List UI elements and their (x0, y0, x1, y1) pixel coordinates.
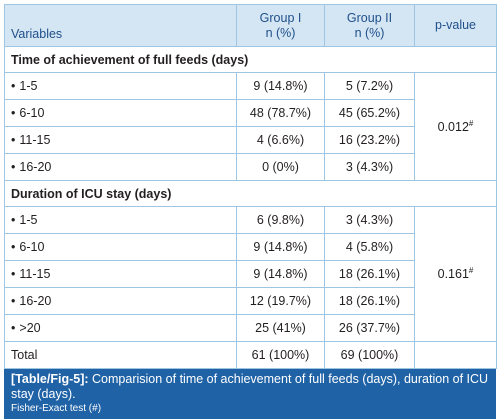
cell-group-1: 12 (19.7%) (236, 287, 325, 315)
row-label-text: 1-5 (19, 79, 38, 93)
bullet-icon: • (11, 213, 16, 227)
header-group-2-unit: n (%) (354, 25, 385, 40)
cell-group-2: 18 (26.1%) (324, 260, 415, 288)
p-value-mark: # (468, 266, 474, 276)
cell-group-2: 3 (4.3%) (324, 153, 415, 181)
p-value-mark: # (468, 118, 474, 128)
table-row: • 11-15 9 (14.8%) 18 (26.1%) (4, 260, 497, 288)
header-variables: Variables (4, 4, 237, 47)
bullet-icon: • (11, 79, 16, 93)
bullet-icon: • (11, 133, 16, 147)
total-group-2: 69 (100%) (324, 341, 415, 369)
header-group-1-name: Group I (259, 10, 302, 25)
cell-group-1: 9 (14.8%) (236, 233, 325, 261)
comparison-table: Variables Group I n (%) Group II n (%) p… (4, 4, 497, 369)
p-value-text: 0.012 (437, 120, 469, 135)
cell-group-1: 48 (78.7%) (236, 99, 325, 127)
table-row: • 1-5 9 (14.8%) 5 (7.2%) 0.012# (4, 72, 497, 181)
total-row: Total 61 (100%) 69 (100%) (4, 341, 497, 369)
table-row: • 6-10 48 (78.7%) 45 (65.2%) (4, 99, 497, 127)
row-label: • 16-20 (4, 153, 237, 181)
table-row: • 6-10 9 (14.8%) 4 (5.8%) (4, 233, 497, 261)
total-label: Total (4, 341, 237, 369)
cell-group-2: 16 (23.2%) (324, 126, 415, 154)
row-label: • 11-15 (4, 126, 237, 154)
table-figure: Variables Group I n (%) Group II n (%) p… (4, 4, 497, 419)
row-label-text: 16-20 (19, 160, 52, 174)
caption-label: [Table/Fig-5]: (11, 372, 89, 386)
cell-p-value: 0.161# (414, 206, 497, 342)
cell-group-1: 0 (0%) (236, 153, 325, 181)
caption-main: [Table/Fig-5]: Comparision of time of ac… (11, 372, 489, 402)
cell-group-1: 25 (41%) (236, 314, 325, 342)
cell-group-2: 4 (5.8%) (324, 233, 415, 261)
total-p-value-empty (414, 341, 497, 369)
caption-note: Fisher-Exact test (#) (11, 403, 102, 414)
cell-group-2: 3 (4.3%) (324, 206, 415, 234)
bullet-icon: • (11, 240, 16, 254)
caption-text: Comparision of time of achievement of fu… (11, 372, 489, 401)
cell-group-2: 5 (7.2%) (324, 72, 415, 100)
row-label: • 6-10 (4, 233, 237, 261)
row-label: • >20 (4, 314, 237, 342)
section-title: Duration of ICU stay (days) (4, 180, 497, 207)
row-label: • 11-15 (4, 260, 237, 288)
table-row: • 11-15 4 (6.6%) 16 (23.2%) (4, 126, 497, 154)
row-label: • 16-20 (4, 287, 237, 315)
row-label-text: 6-10 (19, 106, 45, 120)
table-row: • 1-5 6 (9.8%) 3 (4.3%) 0.161# (4, 206, 497, 342)
cell-group-1: 6 (9.8%) (236, 206, 325, 234)
bullet-icon: • (11, 106, 16, 120)
table-caption: [Table/Fig-5]: Comparision of time of ac… (4, 369, 496, 419)
row-label: • 1-5 (4, 206, 237, 234)
section-title: Time of achievement of full feeds (days) (4, 46, 497, 73)
row-label-text: >20 (19, 321, 41, 335)
header-group-2: Group II n (%) (324, 4, 415, 47)
row-label-text: 1-5 (19, 213, 38, 227)
row-label: • 1-5 (4, 72, 237, 100)
bullet-icon: • (11, 321, 16, 335)
cell-group-1: 4 (6.6%) (236, 126, 325, 154)
cell-group-1: 9 (14.8%) (236, 72, 325, 100)
table-row: • 16-20 0 (0%) 3 (4.3%) (4, 153, 497, 181)
cell-group-2: 45 (65.2%) (324, 99, 415, 127)
section-full-feeds: Time of achievement of full feeds (days) (4, 46, 497, 73)
total-group-1: 61 (100%) (236, 341, 325, 369)
header-p-value: p-value (414, 4, 497, 47)
row-label: • 6-10 (4, 99, 237, 127)
header-group-2-name: Group II (346, 10, 393, 25)
header-group-1-unit: n (%) (265, 25, 296, 40)
bullet-icon: • (11, 294, 16, 308)
table-row: • 16-20 12 (19.7%) 18 (26.1%) (4, 287, 497, 315)
bullet-icon: • (11, 160, 16, 174)
cell-group-2: 26 (37.7%) (324, 314, 415, 342)
row-label-text: 6-10 (19, 240, 45, 254)
cell-p-value: 0.012# (414, 72, 497, 181)
cell-group-2: 18 (26.1%) (324, 287, 415, 315)
p-value-text: 0.161 (437, 267, 469, 282)
cell-group-1: 9 (14.8%) (236, 260, 325, 288)
section-icu-stay: Duration of ICU stay (days) (4, 180, 497, 207)
row-label-text: 16-20 (19, 294, 52, 308)
row-label-text: 11-15 (19, 133, 51, 147)
row-label-text: 11-15 (19, 267, 51, 281)
table-header-row: Variables Group I n (%) Group II n (%) p… (4, 4, 497, 47)
bullet-icon: • (11, 267, 16, 281)
header-group-1: Group I n (%) (236, 4, 325, 47)
